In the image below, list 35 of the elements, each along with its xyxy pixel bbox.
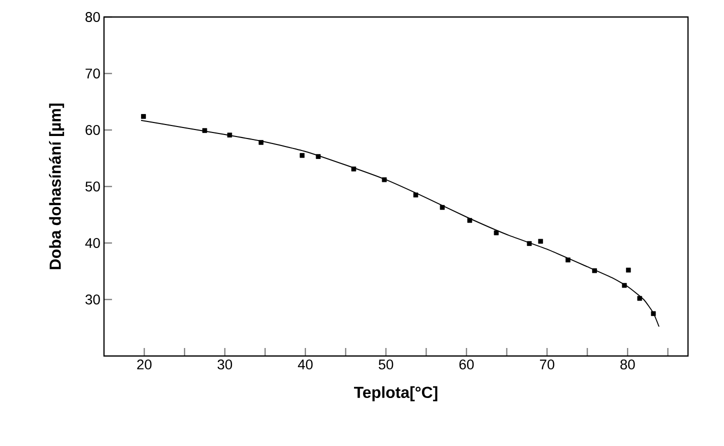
x-tick-label: 20 <box>137 360 152 370</box>
point <box>494 230 499 236</box>
point <box>622 282 627 288</box>
x-tick-label: 50 <box>378 360 394 370</box>
x-tick-label: 30 <box>218 360 232 370</box>
x-tick-label: 70 <box>540 360 554 370</box>
point <box>227 132 232 138</box>
point <box>382 177 387 182</box>
y-tick-label: 70 <box>86 68 100 78</box>
x-tick-label: 60 <box>459 360 474 370</box>
y-tick-label: 40 <box>85 238 100 248</box>
point <box>258 140 264 145</box>
point <box>413 192 418 198</box>
point <box>141 114 146 119</box>
point <box>538 238 543 244</box>
x-tick-label: 80 <box>620 360 635 370</box>
point <box>637 296 642 301</box>
point <box>202 128 208 133</box>
point <box>351 166 356 172</box>
point <box>592 268 597 274</box>
point <box>526 241 532 246</box>
point <box>440 205 445 210</box>
point <box>300 153 305 158</box>
x-tick-label: 40 <box>298 360 313 370</box>
y-tick-label: 50 <box>85 182 100 192</box>
x-axis-title: Teplota[°C] <box>354 386 438 402</box>
y-tick-label: 80 <box>86 12 100 22</box>
y-axis-title: Doba dohasínání [µm] <box>49 104 64 270</box>
point <box>626 268 631 273</box>
y-tick-label: 30 <box>85 294 100 304</box>
point <box>650 311 656 316</box>
y-tick-label: 60 <box>86 125 100 135</box>
point <box>467 218 472 223</box>
point <box>566 258 570 262</box>
point <box>316 154 321 159</box>
